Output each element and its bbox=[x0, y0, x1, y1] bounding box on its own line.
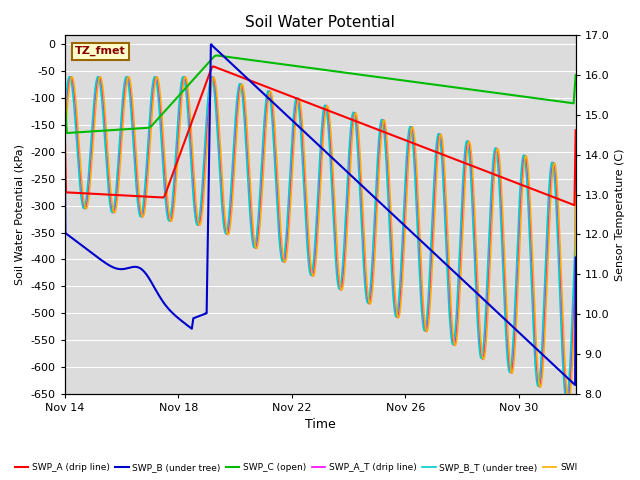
Title: Soil Water Potential: Soil Water Potential bbox=[245, 15, 395, 30]
X-axis label: Time: Time bbox=[305, 419, 335, 432]
Legend: SWP_A (drip line), SWP_B (under tree), SWP_C (open), SWP_A_T (drip line), SWP_B_: SWP_A (drip line), SWP_B (under tree), S… bbox=[11, 459, 581, 476]
Text: TZ_fmet: TZ_fmet bbox=[75, 46, 125, 56]
Y-axis label: Sensor Temperature (C): Sensor Temperature (C) bbox=[615, 148, 625, 281]
Y-axis label: Soil Water Potential (kPa): Soil Water Potential (kPa) bbox=[15, 144, 25, 285]
